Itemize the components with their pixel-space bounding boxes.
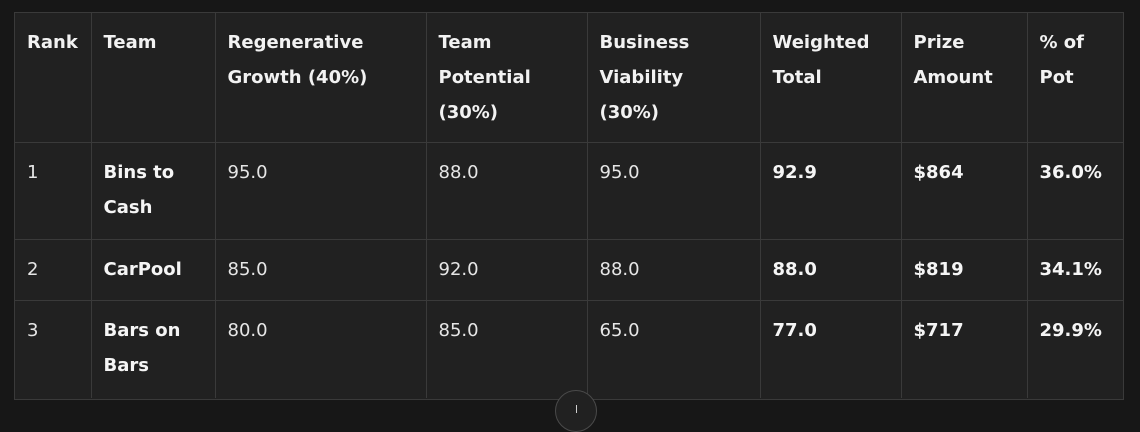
cell-regenerative-growth: 80.0 <box>215 300 427 398</box>
header-weighted-total: Weighted Total <box>760 13 902 143</box>
header-business-viability: Business Viability (30%) <box>587 13 761 143</box>
cell-team-potential: 88.0 <box>426 142 588 240</box>
cell-business-viability: 88.0 <box>587 239 761 301</box>
header-team-potential: Team Potential (30%) <box>426 13 588 143</box>
cell-prize-amount: $819 <box>901 239 1028 301</box>
cell-team-potential: 92.0 <box>426 239 588 301</box>
cell-team: CarPool <box>91 239 216 301</box>
header-percent-of-pot: % of Pot <box>1027 13 1123 143</box>
cell-rank: 2 <box>15 239 92 301</box>
results-table-container: Rank Team Regenerative Growth (40%) Team… <box>14 12 1124 400</box>
table-row: 2 CarPool 85.0 92.0 88.0 88.0 $819 34.1% <box>15 239 1123 301</box>
cell-weighted-total: 77.0 <box>760 300 902 398</box>
header-team: Team <box>91 13 216 143</box>
header-rank: Rank <box>15 13 92 143</box>
cell-percent-of-pot: 34.1% <box>1027 239 1123 301</box>
results-table: Rank Team Regenerative Growth (40%) Team… <box>15 13 1123 398</box>
cell-team-potential: 85.0 <box>426 300 588 398</box>
cell-regenerative-growth: 85.0 <box>215 239 427 301</box>
table-header-row: Rank Team Regenerative Growth (40%) Team… <box>15 13 1123 143</box>
header-regenerative-growth: Regenerative Growth (40%) <box>215 13 427 143</box>
cell-regenerative-growth: 95.0 <box>215 142 427 240</box>
cell-rank: 1 <box>15 142 92 240</box>
table-row: 3 Bars on Bars 80.0 85.0 65.0 77.0 $717 … <box>15 300 1123 398</box>
scroll-to-bottom-button[interactable] <box>555 390 597 432</box>
cell-team: Bars on Bars <box>91 300 216 398</box>
cell-business-viability: 95.0 <box>587 142 761 240</box>
cell-percent-of-pot: 29.9% <box>1039 320 1102 341</box>
header-prize-amount: Prize Amount <box>901 13 1028 143</box>
cell-weighted-total: 92.9 <box>760 142 902 240</box>
table-row: 1 Bins to Cash 95.0 88.0 95.0 92.9 $864 … <box>15 142 1123 240</box>
cell-business-viability: 65.0 <box>587 300 761 398</box>
cell-weighted-total: 88.0 <box>760 239 902 301</box>
arrow-down-icon <box>576 405 577 413</box>
cell-team: Bins to Cash <box>91 142 216 240</box>
cell-percent-of-pot: 36.0% <box>1027 142 1123 240</box>
cell-prize-amount: $717 <box>901 300 1028 398</box>
cell-rank: 3 <box>15 300 92 398</box>
cell-prize-amount: $864 <box>901 142 1028 240</box>
